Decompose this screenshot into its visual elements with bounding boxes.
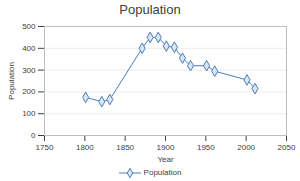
svg-text:1800: 1800 bbox=[76, 143, 94, 152]
svg-text:200: 200 bbox=[22, 87, 36, 96]
svg-text:Population: Population bbox=[7, 62, 16, 100]
svg-text:1750: 1750 bbox=[36, 143, 54, 152]
html-text:Population: Population bbox=[119, 2, 181, 17]
svg-text:1900: 1900 bbox=[157, 143, 175, 152]
svg-text:300: 300 bbox=[22, 66, 36, 75]
svg-text:500: 500 bbox=[22, 22, 36, 31]
svg-text:1950: 1950 bbox=[197, 143, 215, 152]
svg-text:2000: 2000 bbox=[237, 143, 255, 152]
svg-text:Year: Year bbox=[157, 155, 174, 164]
svg-text:1850: 1850 bbox=[116, 143, 134, 152]
svg-text:2050: 2050 bbox=[278, 143, 296, 152]
svg-text:400: 400 bbox=[22, 44, 36, 53]
html-text:Population: Population bbox=[143, 168, 182, 177]
svg-text:0: 0 bbox=[31, 131, 36, 140]
svg-text:100: 100 bbox=[22, 109, 36, 118]
